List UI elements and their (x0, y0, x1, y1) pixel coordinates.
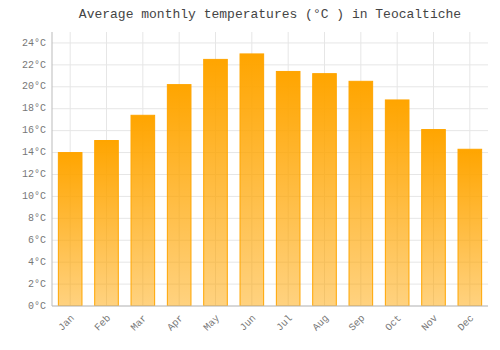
x-tick-label: Nov (420, 313, 441, 334)
y-tick-label: 22°C (22, 60, 46, 71)
bar (95, 141, 119, 306)
x-tick-label: Sep (347, 313, 368, 334)
y-tick-label: 24°C (22, 38, 46, 49)
y-tick-label: 18°C (22, 103, 46, 114)
title: Average monthly temperatures (°C ) in Te… (79, 7, 461, 22)
y-tick-label: 6°C (28, 235, 46, 246)
x-tick-label: Apr (165, 313, 186, 334)
x-tick-label: Feb (93, 313, 114, 334)
y-axis-line (52, 32, 53, 306)
x-tick-label: Jun (238, 313, 259, 334)
y-tick-label: 12°C (22, 169, 46, 180)
bar (204, 59, 228, 306)
bar (58, 153, 82, 306)
bar (276, 71, 300, 306)
y-tick-label: 16°C (22, 125, 46, 136)
bar (167, 85, 191, 306)
bar (385, 100, 409, 306)
y-tick-label: 8°C (28, 213, 46, 224)
y-tick-label: 2°C (28, 279, 46, 290)
x-tick-label: Dec (456, 313, 477, 334)
y-tick-label: 4°C (28, 257, 46, 268)
x-axis: Jan Feb Mar Apr May Jun Jul Aug Sep Oct Nov Dec (56, 313, 476, 334)
x-tick-label: Oct (383, 313, 404, 334)
bars (58, 54, 481, 306)
grid-line (52, 108, 488, 109)
x-tick-label: May (202, 313, 223, 334)
y-tick-label: 10°C (22, 191, 46, 202)
y-tick-label: 0°C (28, 301, 46, 312)
x-tick-label: Jul (274, 313, 295, 334)
x-tick-label: Aug (311, 313, 332, 334)
bar (240, 54, 264, 306)
grid (52, 32, 488, 306)
bar (422, 130, 446, 306)
x-tick-label: Mar (129, 313, 150, 334)
y-tick-label: 14°C (22, 147, 46, 158)
x-tick-label: Jan (56, 313, 77, 334)
bar (131, 115, 155, 306)
bar (349, 81, 373, 306)
x-axis-line (52, 306, 488, 307)
grid-line (52, 64, 488, 65)
grid-line (52, 42, 488, 43)
grid-line (52, 86, 488, 87)
bar (313, 74, 337, 306)
chart: 0°C 2°C 4°C 6°C 8°C 10°C 12°C 14°C 16°C 18°C 20°C 2… (0, 0, 500, 350)
y-axis: 0°C 2°C 4°C 6°C 8°C 10°C 12°C 14°C 16°C 18°C 20°C 2… (22, 38, 46, 312)
grid-line (52, 306, 488, 307)
bar (458, 149, 482, 306)
y-tick-label: 20°C (22, 81, 46, 92)
